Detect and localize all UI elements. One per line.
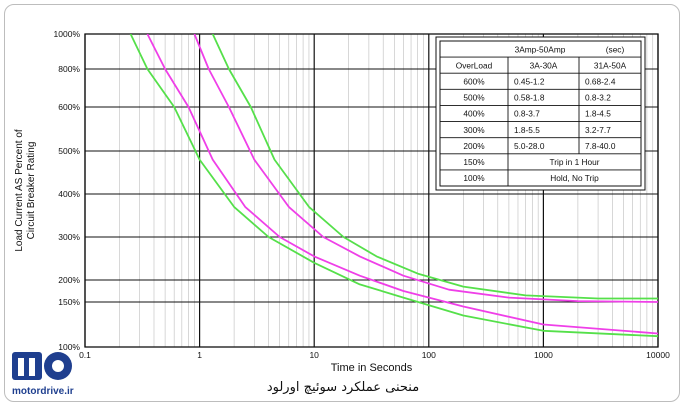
table-header-cell: OverLoad — [456, 60, 493, 70]
y-tick-label: 400% — [58, 189, 80, 199]
table-cell: 0.45-1.2 — [514, 77, 545, 87]
table-border — [439, 40, 642, 187]
table-cell: 0.58-1.8 — [514, 93, 545, 103]
table-cell-merged: Trip in 1 Hour — [550, 157, 600, 167]
trip-curve-4 — [211, 34, 658, 300]
y-tick-label: 300% — [58, 232, 80, 242]
table-cell: 7.8-40.0 — [585, 141, 616, 151]
x-tick-label: 0.1 — [79, 350, 91, 360]
y-tick-label: 800% — [58, 64, 80, 74]
table-row-label: 500% — [463, 93, 485, 103]
trip-curve-1 — [129, 34, 658, 338]
y-tick-label: 100% — [58, 342, 80, 352]
table-cell: 3.2-7.7 — [585, 125, 611, 135]
x-axis-label: Time in Seconds — [331, 362, 413, 374]
motordrive-logo-icon — [12, 352, 72, 380]
table-header-cell: 31A-50A — [594, 60, 627, 70]
y-tick-label: 150% — [58, 297, 80, 307]
table-cell-merged: Hold, No Trip — [550, 173, 599, 183]
table-row-label: 300% — [463, 125, 485, 135]
x-tick-label: 100 — [422, 350, 436, 360]
table-row-label: 150% — [463, 157, 485, 167]
y-tick-label: 200% — [58, 275, 80, 285]
y-tick-label: 1000% — [54, 29, 81, 39]
x-tick-label: 1000 — [534, 350, 553, 360]
table-cell: 0.8-3.2 — [585, 93, 611, 103]
table-cell: 1.8-5.5 — [514, 125, 540, 135]
x-tick-label: 10 — [309, 350, 319, 360]
table-row-label: 600% — [463, 77, 485, 87]
y-tick-label: 500% — [58, 146, 80, 156]
x-tick-label: 10000 — [646, 350, 670, 360]
trip-curve-2 — [146, 34, 658, 335]
y-axis-label-line1: Load Current AS Percent of — [14, 129, 25, 252]
table-row-label: 200% — [463, 141, 485, 151]
trip-curve-3 — [193, 34, 658, 303]
table-cell: 5.0-28.0 — [514, 141, 545, 151]
table-title: 3Amp-50Amp — [515, 44, 566, 54]
table-header-cell: 3A-30A — [530, 60, 558, 70]
logo-text: motordrive.ir — [12, 386, 74, 397]
table-cell: 1.8-4.5 — [585, 109, 611, 119]
x-tick-label: 1 — [197, 350, 202, 360]
y-tick-label: 600% — [58, 102, 80, 112]
y-axis-label-line2: Circuit Breaker Rating — [26, 142, 37, 240]
table-cell: 0.68-2.4 — [585, 77, 616, 87]
table-row-label: 100% — [463, 173, 485, 183]
figure-caption: منحنی عملکرد سوئیچ اورلود — [266, 380, 420, 395]
table-row-label: 400% — [463, 109, 485, 119]
plot-frame — [84, 33, 659, 348]
table-cell: 0.8-3.7 — [514, 109, 540, 119]
table-unit: (sec) — [606, 44, 625, 54]
